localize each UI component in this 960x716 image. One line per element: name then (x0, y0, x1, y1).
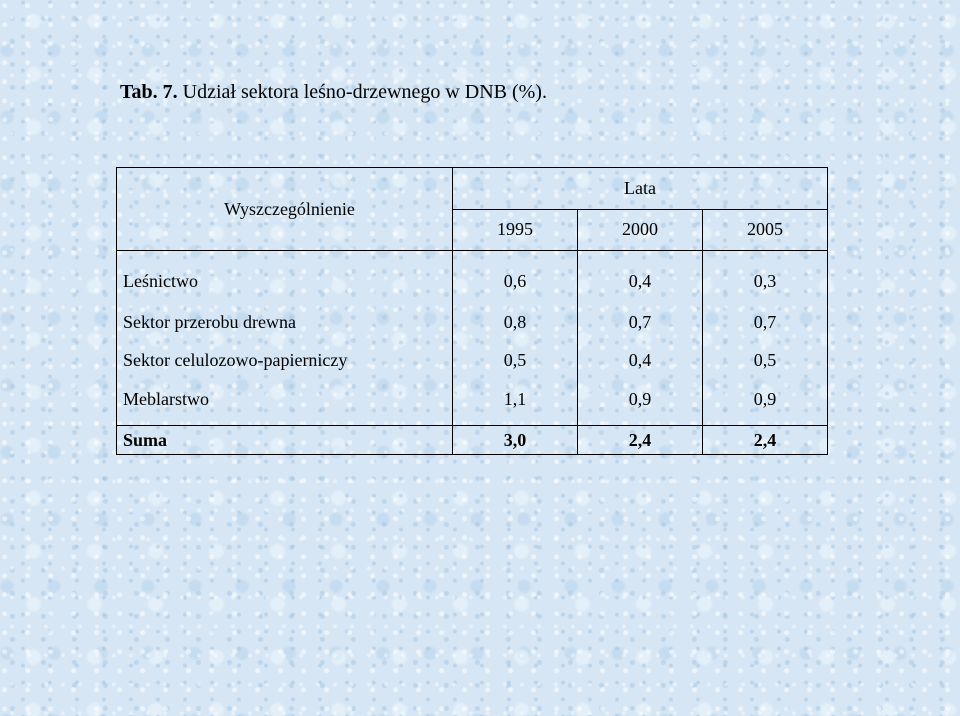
row-value: 0,9 (577, 379, 703, 426)
table-row: Sektor celulozowo-papierniczy 0,5 0,4 0,… (116, 341, 828, 379)
table-header-row: Wyszczególnienie Lata (116, 167, 828, 251)
row-value: 0,4 (577, 250, 703, 303)
table-row: Sektor przerobu drewna 0,8 0,7 0,7 (116, 303, 828, 341)
row-label: Leśnictwo (116, 250, 453, 303)
table-years-row: 1995 2000 2005 (117, 209, 828, 251)
table-caption: Tab. 7. Udział sektora leśno-drzewnego w… (120, 80, 547, 104)
header-year-2005: 2005 (702, 209, 828, 251)
row-value: 0,7 (702, 303, 828, 341)
row-value: 0,4 (577, 341, 703, 379)
row-label: Meblarstwo (116, 379, 453, 426)
row-value: 1,1 (452, 379, 578, 426)
row-label: Sektor przerobu drewna (116, 303, 453, 341)
header-years-group: Lata (452, 167, 828, 210)
row-value: 0,6 (452, 250, 578, 303)
row-label: Sektor celulozowo-papierniczy (116, 341, 453, 379)
row-value: 0,5 (702, 341, 828, 379)
header-year-2000: 2000 (577, 209, 703, 251)
row-value: 0,7 (577, 303, 703, 341)
header-year-1995: 1995 (452, 209, 578, 251)
row-value: 0,3 (702, 250, 828, 303)
total-value: 3,0 (452, 425, 578, 455)
header-description: Wyszczególnienie (116, 167, 453, 251)
table-caption-label: Tab. 7. (120, 81, 178, 103)
table-row: Leśnictwo 0,6 0,4 0,3 (116, 250, 828, 303)
dnb-share-table: Wyszczególnienie Lata 1995 2000 2005 Leś… (116, 167, 828, 455)
total-value: 2,4 (702, 425, 828, 455)
table-caption-text: Udział sektora leśno-drzewnego w DNB (%)… (177, 81, 547, 103)
total-label: Suma (116, 425, 453, 455)
table-total-row: Suma 3,0 2,4 2,4 (116, 425, 828, 455)
table-row: Meblarstwo 1,1 0,9 0,9 (116, 379, 828, 426)
row-value: 0,9 (702, 379, 828, 426)
row-value: 0,5 (452, 341, 578, 379)
row-value: 0,8 (452, 303, 578, 341)
total-value: 2,4 (577, 425, 703, 455)
